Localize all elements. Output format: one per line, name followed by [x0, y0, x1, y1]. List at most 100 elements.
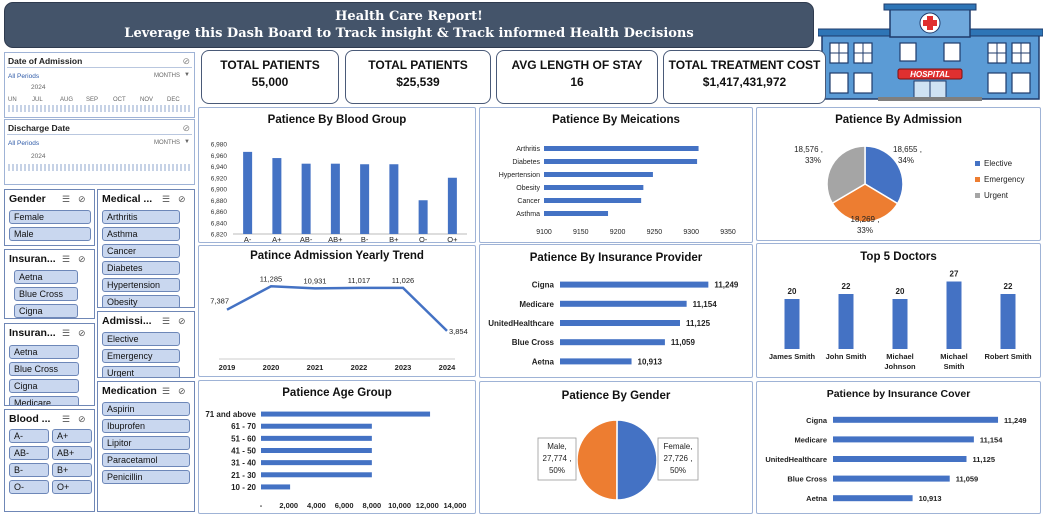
slicer-item-penicillin[interactable]: Penicillin	[102, 470, 190, 484]
all-periods-label[interactable]: All Periods	[8, 140, 40, 147]
slicer-item-a-pos[interactable]: A+	[52, 429, 92, 443]
y-tick-label: 6,880	[211, 198, 228, 205]
bar	[833, 436, 974, 443]
slicer-title: Blood ...	[9, 413, 51, 425]
clear-filter-icon[interactable]: ⊘	[78, 254, 86, 264]
slicer-item-emergency[interactable]: Emergency	[102, 349, 180, 363]
clear-filter-icon[interactable]: ⊘	[78, 194, 86, 204]
y-tick-label: 6,840	[211, 220, 228, 227]
slicer-item-blue-cross[interactable]: Blue Cross	[14, 287, 78, 301]
months-dropdown[interactable]: MONTHS	[154, 73, 180, 79]
x-tick-label: O+	[447, 235, 458, 243]
clear-filter-icon[interactable]: ⊘	[78, 328, 86, 338]
slicer-item-urgent[interactable]: Urgent	[102, 366, 180, 377]
multi-select-icon[interactable]: ☰	[62, 194, 71, 204]
slicer-item-lipitor[interactable]: Lipitor	[102, 436, 190, 450]
slicer-item-aetna[interactable]: Aetna	[14, 270, 78, 284]
slicer-item-o-pos[interactable]: O+	[52, 480, 92, 494]
chart-panel-medications: Patience By Meications Arthritis Diabetes…	[479, 107, 753, 243]
slicer-item-diabetes[interactable]: Diabetes	[102, 261, 180, 275]
clear-filter-icon[interactable]: ⊘	[178, 386, 186, 396]
timeline-date-of-admission[interactable]: Date of Admission ⊘ All Periods MONTHS ▼…	[4, 52, 195, 118]
header-banner: Health Care Report! Leverage this Dash B…	[4, 2, 814, 48]
chart-title: Patience By Insurance Provider	[529, 252, 703, 264]
slicer-item-obesity[interactable]: Obesity	[102, 295, 180, 307]
chart-title: Patience By Gender	[561, 390, 671, 402]
slicer-item-cigna[interactable]: Cigna	[9, 379, 79, 393]
slicer-item-hypertension[interactable]: Hypertension	[102, 278, 180, 292]
chevron-down-icon[interactable]: ▼	[184, 72, 190, 78]
timeline-month: NOV	[140, 97, 154, 103]
page-subtitle: Leverage this Dash Board to Track insigh…	[124, 26, 694, 41]
x-tick-label: 9250	[647, 229, 663, 236]
bar	[892, 299, 908, 349]
y-tick-label: Cancer	[517, 198, 540, 205]
kpi-avg-length-of-stay: AVG LENGTH OF STAY 16	[496, 50, 658, 104]
slicer-item-asthma[interactable]: Asthma	[102, 227, 180, 241]
bar	[447, 177, 457, 234]
kpi-label: TOTAL PATIENTS	[368, 58, 468, 72]
slicer-insurance-1: Insuran... ☰ ⊘ Aetna Blue Cross Cigna	[4, 249, 95, 319]
slicer-item-ab-neg[interactable]: AB-	[9, 446, 49, 460]
chart-title: Patience Age Group	[282, 387, 392, 399]
slicer-item-ab-pos[interactable]: AB+	[52, 446, 92, 460]
all-periods-label[interactable]: All Periods	[8, 73, 40, 80]
clear-filter-icon[interactable]: ⊘	[178, 194, 186, 204]
slicer-item-blue-cross[interactable]: Blue Cross	[9, 362, 79, 376]
x-tick-label: 9200	[610, 229, 626, 236]
data-label: 3,854	[449, 327, 468, 336]
x-tick-label: -	[260, 501, 263, 510]
slicer-item-elective[interactable]: Elective	[102, 332, 180, 346]
data-label: 50%	[549, 466, 565, 475]
legend-swatch	[975, 161, 980, 166]
clear-filter-icon[interactable]: ⊘	[78, 414, 86, 424]
data-label: 11,059	[671, 338, 696, 347]
timeline-discharge-date[interactable]: Discharge Date ⊘ All Periods MONTHS ▼ 20…	[4, 119, 195, 185]
y-tick-label: 6,960	[211, 153, 228, 160]
bar	[560, 339, 665, 346]
data-label: 22	[842, 282, 851, 291]
y-tick-label: Medicare	[519, 300, 554, 309]
bar	[418, 200, 428, 234]
kpi-value: 55,000	[251, 75, 289, 89]
clear-filter-icon[interactable]: ⊘	[182, 123, 190, 133]
timeline-scrollbar[interactable]	[8, 105, 191, 112]
multi-select-icon[interactable]: ☰	[62, 254, 71, 264]
slicer-item-cigna[interactable]: Cigna	[14, 304, 78, 318]
data-label: 11,285	[260, 274, 282, 283]
y-tick-label: Medicare	[794, 435, 827, 444]
multi-select-icon[interactable]: ☰	[62, 414, 71, 424]
slicer-item-male[interactable]: Male	[9, 227, 91, 241]
timeline-scrollbar[interactable]	[8, 164, 191, 171]
slicer-item-aetna[interactable]: Aetna	[9, 345, 79, 359]
x-tick-label: 9100	[536, 229, 552, 236]
bar	[261, 448, 372, 453]
months-dropdown[interactable]: MONTHS	[154, 140, 180, 146]
chart-title: Patience By Meications	[552, 114, 680, 126]
multi-select-icon[interactable]: ☰	[162, 194, 171, 204]
slicer-item-o-neg[interactable]: O-	[9, 480, 49, 494]
multi-select-icon[interactable]: ☰	[162, 386, 171, 396]
slicer-item-arthritis[interactable]: Arthritis	[102, 210, 180, 224]
multi-select-icon[interactable]: ☰	[162, 316, 171, 326]
clear-filter-icon[interactable]: ⊘	[182, 56, 190, 66]
chart-title: Patience By Blood Group	[267, 114, 407, 126]
chevron-down-icon[interactable]: ▼	[184, 139, 190, 145]
slicer-item-paracetamol[interactable]: Paracetamol	[102, 453, 190, 467]
slicer-item-b-neg[interactable]: B-	[9, 463, 49, 477]
slicer-item-a-neg[interactable]: A-	[9, 429, 49, 443]
slicer-item-ibuprofen[interactable]: Ibuprofen	[102, 419, 190, 433]
data-label: 18,655 ,	[893, 145, 922, 154]
slicer-item-aspirin[interactable]: Aspirin	[102, 402, 190, 416]
x-tick-label: Robert Smith	[984, 352, 1032, 361]
y-tick-label: Aetna	[806, 494, 828, 503]
slicer-item-medicare[interactable]: Medicare	[9, 396, 79, 405]
clear-filter-icon[interactable]: ⊘	[178, 316, 186, 326]
y-tick-label: 21 - 30	[231, 471, 256, 480]
slicer-item-female[interactable]: Female	[9, 210, 91, 224]
bar	[560, 281, 709, 288]
slicer-item-b-pos[interactable]: B+	[52, 463, 92, 477]
slicer-item-cancer[interactable]: Cancer	[102, 244, 180, 258]
y-tick-label: 61 - 70	[231, 422, 256, 431]
multi-select-icon[interactable]: ☰	[62, 328, 71, 338]
